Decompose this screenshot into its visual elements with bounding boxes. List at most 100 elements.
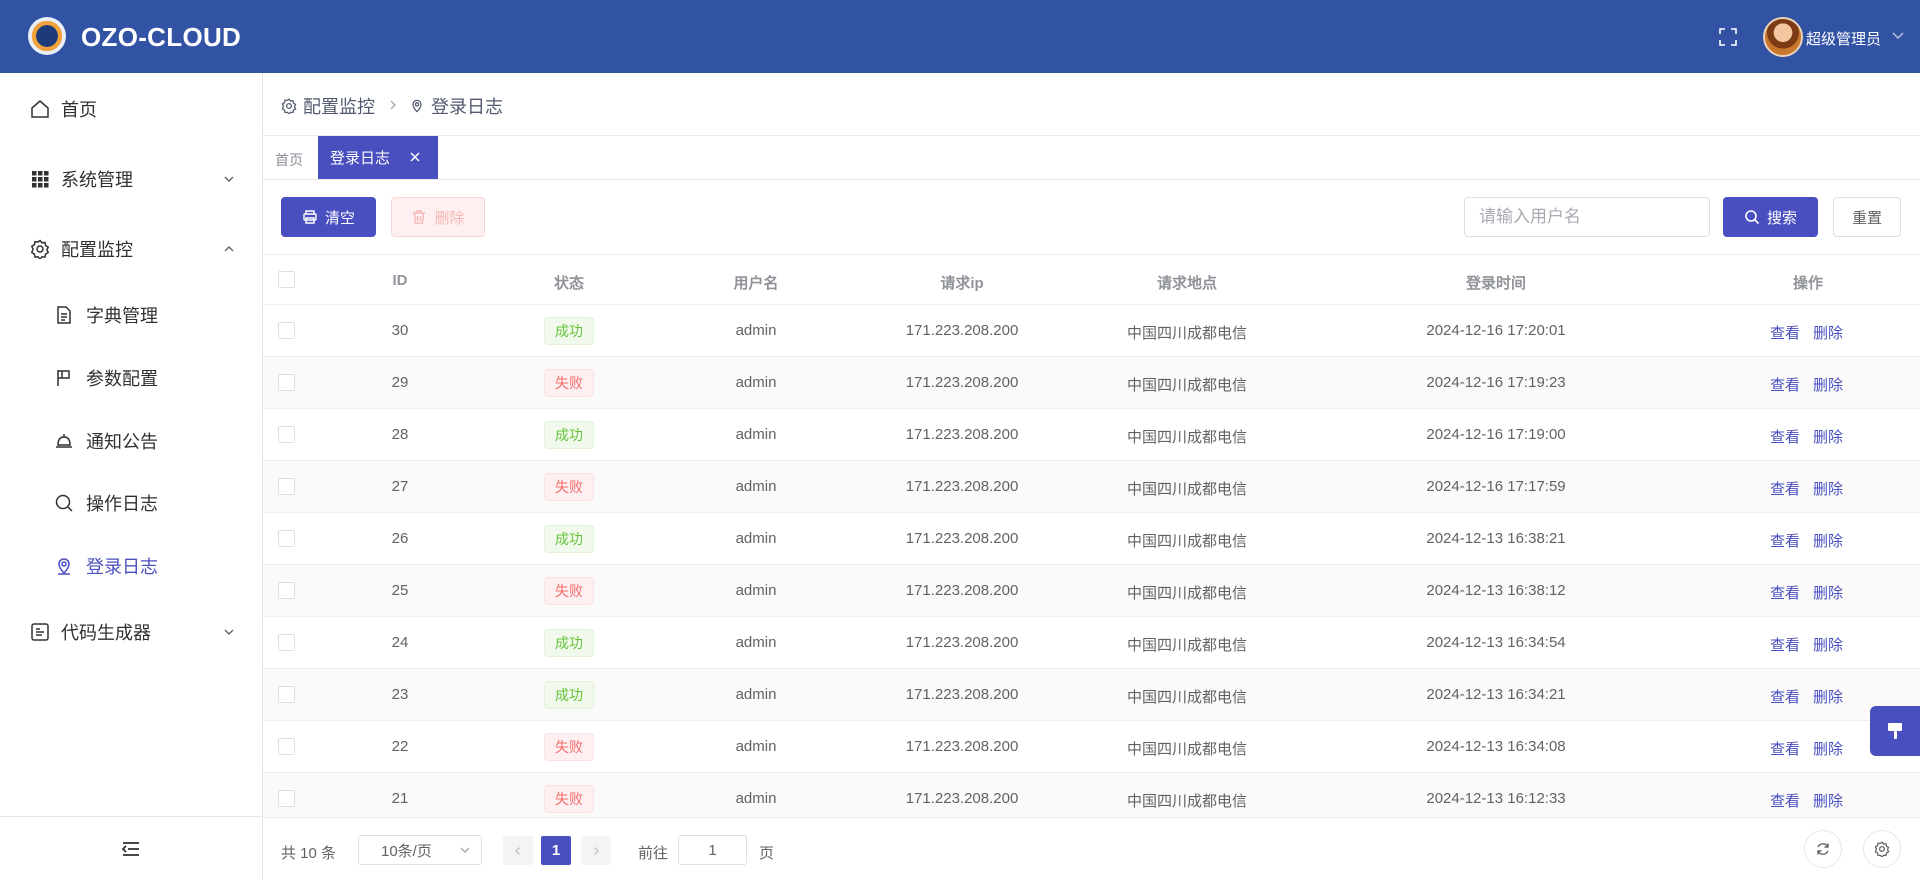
fullscreen-icon[interactable] [1718, 27, 1738, 47]
column-header-ip[interactable]: 请求ip [940, 275, 984, 292]
table-row[interactable]: 30 成功 admin 171.223.208.200 中国四川成都电信 2024-12-… [263, 305, 1920, 357]
row-checkbox[interactable] [278, 686, 295, 703]
row-checkbox[interactable] [278, 426, 295, 443]
gear-icon [1874, 841, 1890, 857]
tab-login-log[interactable]: 登录日志 [318, 136, 438, 179]
reset-button[interactable]: 重置 [1833, 197, 1901, 237]
table-row[interactable]: 29 失败 admin 171.223.208.200 中国四川成都电信 2024-12-… [263, 357, 1920, 409]
row-checkbox[interactable] [278, 322, 295, 339]
cell-username: admin [735, 478, 777, 495]
breadcrumb-parent[interactable]: 配置监控 [281, 93, 375, 119]
cell-ip: 171.223.208.200 [905, 738, 1019, 755]
sidebar-item-params[interactable]: 参数配置 [0, 356, 263, 400]
sidebar-item-code-generator[interactable]: 代码生成器 [0, 610, 263, 654]
cell-login-time: 2024-12-16 17:19:23 [1426, 374, 1566, 391]
page-number-current[interactable]: 1 [541, 836, 571, 865]
table-row[interactable]: 23 成功 admin 171.223.208.200 中国四川成都电信 2024-12-… [263, 669, 1920, 721]
refresh-button[interactable] [1804, 830, 1842, 868]
sidebar-item-label: 系统管理 [61, 170, 133, 190]
sidebar-item-dictionary[interactable]: 字典管理 [0, 293, 263, 337]
page-size-value: 10条/页 [381, 842, 432, 860]
table-row[interactable]: 25 失败 admin 171.223.208.200 中国四川成都电信 2024-12-… [263, 565, 1920, 617]
sidebar-item-label: 通知公告 [86, 432, 158, 452]
column-header-username[interactable]: 用户名 [733, 275, 779, 292]
search-button[interactable]: 搜索 [1723, 197, 1818, 237]
page-size-select[interactable]: 10条/页 [358, 835, 482, 865]
delete-link[interactable]: 删除 [1813, 793, 1844, 810]
delete-link[interactable]: 删除 [1813, 377, 1844, 394]
row-checkbox[interactable] [278, 530, 295, 547]
delete-button[interactable]: 删除 [391, 197, 485, 237]
status-badge: 失败 [544, 473, 594, 501]
brand-logo [28, 17, 66, 55]
cell-location: 中国四川成都电信 [1126, 741, 1248, 758]
close-icon[interactable] [408, 150, 422, 164]
cell-location: 中国四川成都电信 [1126, 689, 1248, 706]
breadcrumb-current: 登录日志 [409, 93, 503, 119]
view-link[interactable]: 查看 [1770, 585, 1801, 602]
view-link[interactable]: 查看 [1770, 377, 1801, 394]
row-checkbox[interactable] [278, 582, 295, 599]
table-row[interactable]: 22 失败 admin 171.223.208.200 中国四川成都电信 2024-12-… [263, 721, 1920, 773]
chevron-down-icon[interactable] [1890, 27, 1906, 43]
delete-link[interactable]: 删除 [1813, 533, 1844, 550]
row-checkbox[interactable] [278, 790, 295, 807]
table-row[interactable]: 27 失败 admin 171.223.208.200 中国四川成都电信 2024-12-… [263, 461, 1920, 513]
row-checkbox[interactable] [278, 374, 295, 391]
status-badge: 失败 [544, 733, 594, 761]
row-checkbox[interactable] [278, 478, 295, 495]
sidebar-item-operation-log[interactable]: 操作日志 [0, 481, 263, 525]
breadcrumb-current-label: 登录日志 [431, 97, 503, 117]
delete-link[interactable]: 删除 [1813, 741, 1844, 758]
sidebar-item-label: 参数配置 [86, 369, 158, 389]
row-checkbox[interactable] [278, 738, 295, 755]
settings-button[interactable] [1863, 830, 1901, 868]
view-link[interactable]: 查看 [1770, 689, 1801, 706]
sidebar-item-login-log[interactable]: 登录日志 [0, 544, 263, 588]
cell-ip: 171.223.208.200 [905, 374, 1019, 391]
column-header-id[interactable]: ID [392, 272, 408, 289]
view-link[interactable]: 查看 [1770, 481, 1801, 498]
tab-bar: 首页 登录日志 [263, 136, 1920, 180]
cell-id: 27 [391, 478, 409, 495]
sidebar-item-notice[interactable]: 通知公告 [0, 419, 263, 463]
cell-id: 29 [391, 374, 409, 391]
delete-link[interactable]: 删除 [1813, 481, 1844, 498]
chevron-up-icon [224, 246, 234, 252]
sidebar-item-label: 配置监控 [61, 240, 133, 260]
goto-page-input[interactable] [678, 835, 747, 865]
delete-link[interactable]: 删除 [1813, 429, 1844, 446]
user-name[interactable]: 超级管理员 [1806, 31, 1882, 48]
row-checkbox[interactable] [278, 634, 295, 651]
column-header-location[interactable]: 请求地点 [1156, 275, 1218, 292]
delete-link[interactable]: 删除 [1813, 585, 1844, 602]
sidebar-item-config-monitor[interactable]: 配置监控 [0, 227, 263, 271]
view-link[interactable]: 查看 [1770, 741, 1801, 758]
view-link[interactable]: 查看 [1770, 429, 1801, 446]
view-link[interactable]: 查看 [1770, 325, 1801, 342]
prev-page-button[interactable] [503, 836, 533, 865]
cell-username: admin [735, 374, 777, 391]
next-page-button[interactable] [581, 836, 611, 865]
view-link[interactable]: 查看 [1770, 793, 1801, 810]
table-row[interactable]: 28 成功 admin 171.223.208.200 中国四川成都电信 2024-12-… [263, 409, 1920, 461]
view-link[interactable]: 查看 [1770, 637, 1801, 654]
table-row[interactable]: 24 成功 admin 171.223.208.200 中国四川成都电信 2024-12-… [263, 617, 1920, 669]
sidebar-item-home[interactable]: 首页 [0, 87, 263, 131]
sidebar-item-system[interactable]: 系统管理 [0, 157, 263, 201]
theme-tool-button[interactable] [1870, 706, 1920, 756]
collapse-menu-icon[interactable] [121, 840, 141, 858]
tab-home[interactable]: 首页 [275, 152, 303, 168]
table-row[interactable]: 26 成功 admin 171.223.208.200 中国四川成都电信 2024-12-… [263, 513, 1920, 565]
delete-link[interactable]: 删除 [1813, 637, 1844, 654]
user-avatar[interactable] [1763, 17, 1803, 57]
column-header-status[interactable]: 状态 [553, 275, 585, 292]
delete-link[interactable]: 删除 [1813, 689, 1844, 706]
select-all-checkbox[interactable] [278, 271, 295, 288]
delete-link[interactable]: 删除 [1813, 325, 1844, 342]
clear-button[interactable]: 清空 [281, 197, 376, 237]
status-badge: 成功 [544, 317, 594, 345]
view-link[interactable]: 查看 [1770, 533, 1801, 550]
username-search-input[interactable] [1464, 197, 1710, 237]
column-header-time[interactable]: 登录时间 [1465, 275, 1527, 292]
